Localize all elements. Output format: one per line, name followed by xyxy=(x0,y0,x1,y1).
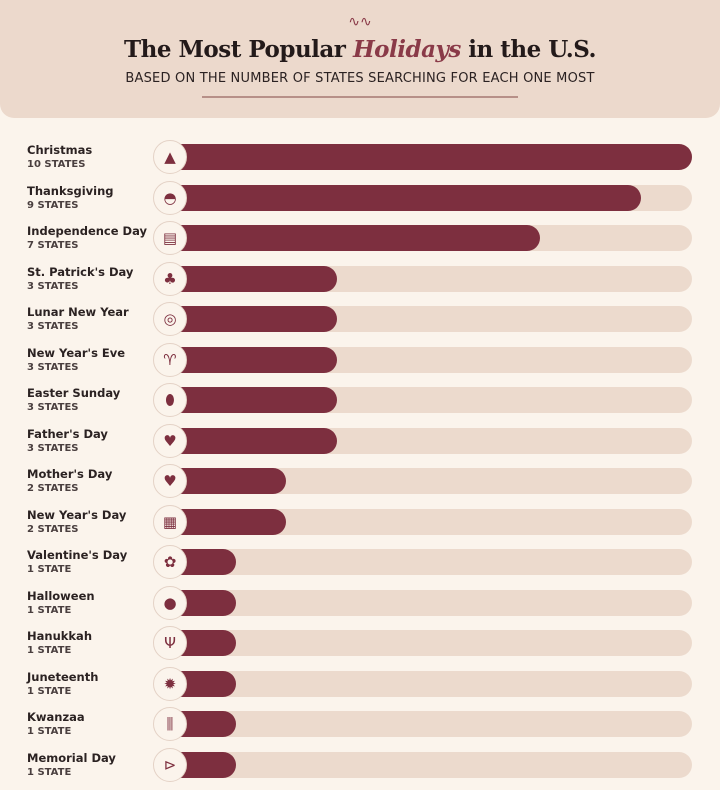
bar-row: Memorial Day 1 STATE ⊳ xyxy=(0,747,720,790)
flag-icon: ▤ xyxy=(153,221,187,255)
tree-icon: ▲ xyxy=(153,140,187,174)
value-label: 3 STATES xyxy=(27,402,79,413)
bar-row: Juneteenth 1 STATE ✹ xyxy=(0,666,720,709)
bar-row: Valentine's Day 1 STATE ✿ xyxy=(0,545,720,587)
flourish-icon: ∿∿ xyxy=(348,14,372,30)
calendar-icon: ▦ xyxy=(153,504,187,539)
bar-row: Father's Day 3 STATES ♥ xyxy=(0,423,720,466)
champagne-icon: ♈ xyxy=(153,342,187,377)
category-label: St. Patrick's Day xyxy=(27,264,134,279)
bar-row: New Year's Day 2 STATES ▦ xyxy=(0,504,720,547)
bar-row: Independence Day 7 STATES ▤ xyxy=(0,221,720,263)
bar-row: Christmas 10 STATES ▲ xyxy=(0,140,720,182)
chart-title: The Most Popular Holidays in the U.S. xyxy=(123,36,597,63)
bar-track xyxy=(180,589,692,616)
bar xyxy=(180,184,642,211)
bar-row: New Year's Eve 3 STATES ♈ xyxy=(0,342,720,385)
bar-row: Halloween 1 STATE ● xyxy=(0,585,720,628)
category-label: Lunar New Year xyxy=(27,305,129,319)
value-label: 1 STATE xyxy=(27,685,72,697)
bar-track xyxy=(180,549,692,575)
bar-row: St. Patrick's Day 3 STATES ♣ xyxy=(0,261,720,304)
category-label: Easter Sunday xyxy=(27,386,121,400)
bar-row: Mother's Day 2 STATES ♥ xyxy=(0,464,720,506)
category-label: Juneteenth xyxy=(27,669,99,684)
shamrock-icon: ♣ xyxy=(153,261,187,296)
bar-track xyxy=(180,630,692,656)
bar xyxy=(180,630,236,656)
value-label: 1 STATE xyxy=(27,726,72,737)
menorah-icon: Ψ xyxy=(153,626,187,660)
category-label: Hanukkah xyxy=(27,629,93,643)
bar xyxy=(180,670,236,697)
value-label: 3 STATES xyxy=(27,361,79,373)
bar-row: Thanksgiving 9 STATES ◓ xyxy=(0,180,720,223)
category-label: Christmas xyxy=(27,143,93,157)
bar xyxy=(180,508,287,535)
rose-icon: ✿ xyxy=(153,545,187,579)
turkey-icon: ◓ xyxy=(153,180,187,215)
lantern-icon: ◎ xyxy=(153,302,187,336)
value-label: 1 STATE xyxy=(27,645,72,656)
value-label: 2 STATES xyxy=(27,483,79,494)
value-label: 9 STATES xyxy=(27,199,79,211)
sun-icon: ✹ xyxy=(153,666,187,701)
bar xyxy=(180,589,236,616)
header-banner: ∿∿ The Most Popular Holidays in the U.S.… xyxy=(0,0,720,118)
category-label: New Year's Day xyxy=(27,507,127,522)
kinara-icon: ⫼ xyxy=(153,707,187,741)
bar-track xyxy=(180,670,692,697)
bar-row: Hanukkah 1 STATE Ψ xyxy=(0,626,720,668)
value-label: 1 STATE xyxy=(27,564,72,575)
bar xyxy=(180,346,338,373)
category-label: New Year's Eve xyxy=(27,345,126,360)
bar xyxy=(180,265,338,292)
category-label: Father's Day xyxy=(27,426,108,441)
bar xyxy=(180,711,236,737)
pumpkin-icon: ● xyxy=(153,585,187,620)
heart-mom-icon: ♥ xyxy=(153,464,187,498)
value-label: 3 STATES xyxy=(27,442,79,454)
bar xyxy=(180,427,338,454)
category-label: Mother's Day xyxy=(27,467,113,481)
chart-subtitle: BASED ON THE NUMBER OF STATES SEARCHING … xyxy=(125,71,595,86)
bar xyxy=(180,751,236,778)
value-label: 2 STATES xyxy=(27,523,79,535)
value-label: 3 STATES xyxy=(27,321,79,332)
value-label: 10 STATES xyxy=(27,159,86,170)
value-label: 3 STATES xyxy=(27,280,79,292)
bar-track xyxy=(180,711,692,737)
bar-row: Kwanzaa 1 STATE ⫼ xyxy=(0,707,720,749)
value-label: 1 STATE xyxy=(27,766,72,778)
bar xyxy=(180,468,287,494)
bar-track xyxy=(180,751,692,778)
heart-dad-icon: ♥ xyxy=(153,423,187,458)
category-label: Valentine's Day xyxy=(27,548,128,562)
category-label: Independence Day xyxy=(27,224,148,238)
bar xyxy=(180,144,692,170)
value-label: 7 STATES xyxy=(27,240,79,251)
easter-egg-icon: ⬮ xyxy=(153,383,187,417)
category-label: Memorial Day xyxy=(27,750,116,765)
category-label: Halloween xyxy=(27,588,95,603)
bar xyxy=(180,225,540,251)
bar xyxy=(180,387,338,413)
bar-row: Easter Sunday 3 STATES ⬮ xyxy=(0,383,720,425)
bar xyxy=(180,306,338,332)
bar-row: Lunar New Year 3 STATES ◎ xyxy=(0,302,720,344)
bar xyxy=(180,549,236,575)
category-label: Kwanzaa xyxy=(27,710,85,724)
trumpet-icon: ⊳ xyxy=(153,747,187,782)
value-label: 1 STATE xyxy=(27,604,72,616)
category-label: Thanksgiving xyxy=(27,183,114,198)
divider xyxy=(202,96,518,98)
